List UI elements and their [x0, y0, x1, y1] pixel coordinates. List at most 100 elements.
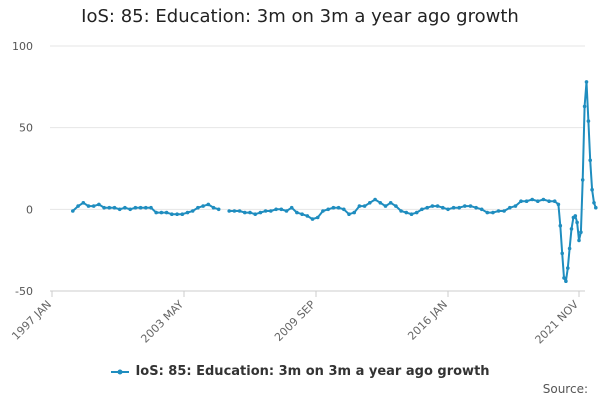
data-point: [206, 202, 211, 207]
data-point: [580, 178, 585, 182]
data-point: [253, 212, 257, 216]
data-point: [112, 205, 117, 210]
data-point: [584, 80, 589, 84]
data-point: [175, 212, 179, 216]
x-tick-label: 1997 JAN: [9, 298, 54, 343]
data-point: [76, 204, 80, 208]
data-point: [86, 204, 91, 208]
data-point: [258, 210, 263, 215]
data-point: [117, 207, 122, 212]
y-tick-label: 100: [12, 40, 33, 53]
data-point: [305, 214, 310, 218]
data-point: [81, 201, 86, 205]
data-point: [128, 207, 132, 212]
data-point: [154, 210, 158, 215]
x-tick-label: 2009 SEP: [272, 298, 318, 344]
data-point: [321, 209, 325, 213]
chart-title: IoS: 85: Education: 3m on 3m a year ago …: [81, 6, 519, 27]
data-point: [388, 201, 393, 205]
x-tick-label: 2016 JAN: [405, 298, 450, 343]
legend-label: IoS: 85: Education: 3m on 3m a year ago …: [135, 364, 490, 379]
data-point: [463, 204, 467, 208]
data-point: [558, 223, 563, 228]
data-point: [541, 197, 546, 202]
data-point: [399, 209, 403, 213]
legend: IoS: 85: Education: 3m on 3m a year ago …: [0, 364, 600, 379]
data-point: [315, 215, 320, 220]
grid-lines: [50, 45, 585, 292]
data-point: [336, 205, 341, 210]
data-point: [592, 201, 596, 205]
data-point: [284, 209, 289, 213]
data-point: [552, 199, 557, 203]
data-point: [513, 204, 518, 208]
data-point: [414, 210, 419, 215]
data-point: [243, 210, 247, 215]
data-point: [211, 205, 216, 210]
data-point: [138, 205, 143, 210]
data-point: [404, 210, 409, 215]
data-point: [420, 207, 424, 212]
data-point: [227, 209, 231, 213]
data-point: [474, 205, 478, 210]
data-point: [180, 212, 185, 216]
data-point: [149, 205, 153, 210]
data-point: [430, 204, 435, 208]
data-point: [310, 217, 315, 221]
data-point: [326, 207, 331, 212]
data-point: [362, 204, 367, 208]
data-point: [519, 199, 523, 203]
data-point: [573, 214, 578, 218]
data-point: [232, 209, 237, 213]
data-point: [566, 266, 570, 270]
data-point: [274, 207, 278, 212]
data-point: [373, 197, 377, 202]
data-point: [347, 212, 351, 216]
data-point: [579, 230, 583, 234]
source-label: Source:: [542, 382, 588, 396]
data-point: [586, 119, 591, 123]
data-point: [279, 207, 284, 212]
y-tick-label: 0: [26, 203, 33, 216]
data-point: [536, 199, 540, 203]
data-point: [590, 187, 594, 192]
data-point: [479, 207, 484, 212]
data-point: [588, 158, 592, 163]
y-tick-labels: -50 0 50 100: [12, 40, 33, 298]
data-point: [560, 251, 564, 256]
data-point: [582, 104, 587, 109]
y-tick-label: 50: [19, 122, 33, 135]
data-point: [496, 209, 501, 213]
data-point: [269, 209, 273, 213]
data-point: [263, 209, 268, 213]
data-point: [144, 205, 148, 210]
data-point: [107, 205, 112, 210]
data-point: [524, 199, 529, 203]
data-point: [170, 212, 174, 216]
y-tick-label: -50: [15, 285, 33, 298]
data-point: [567, 246, 572, 251]
data-point: [352, 210, 357, 215]
data-point: [378, 201, 383, 205]
data-point: [569, 227, 574, 231]
data-point: [451, 205, 456, 210]
data-point: [91, 204, 96, 208]
data-point: [441, 205, 445, 210]
data-point: [123, 205, 127, 210]
data-point: [425, 205, 430, 210]
x-tick-label: 2003 MAY: [138, 298, 186, 346]
data-point: [185, 210, 190, 215]
data-point: [577, 238, 581, 243]
data-point: [446, 207, 450, 212]
data-point: [159, 210, 164, 215]
data-point: [196, 205, 200, 210]
data-point: [368, 201, 372, 205]
series-markers: [71, 80, 598, 284]
data-point: [342, 207, 346, 212]
x-tick-label: 2021 NOV: [533, 298, 582, 347]
data-point: [237, 209, 242, 213]
data-point: [383, 204, 388, 208]
data-point: [409, 212, 414, 216]
data-point: [295, 210, 299, 215]
